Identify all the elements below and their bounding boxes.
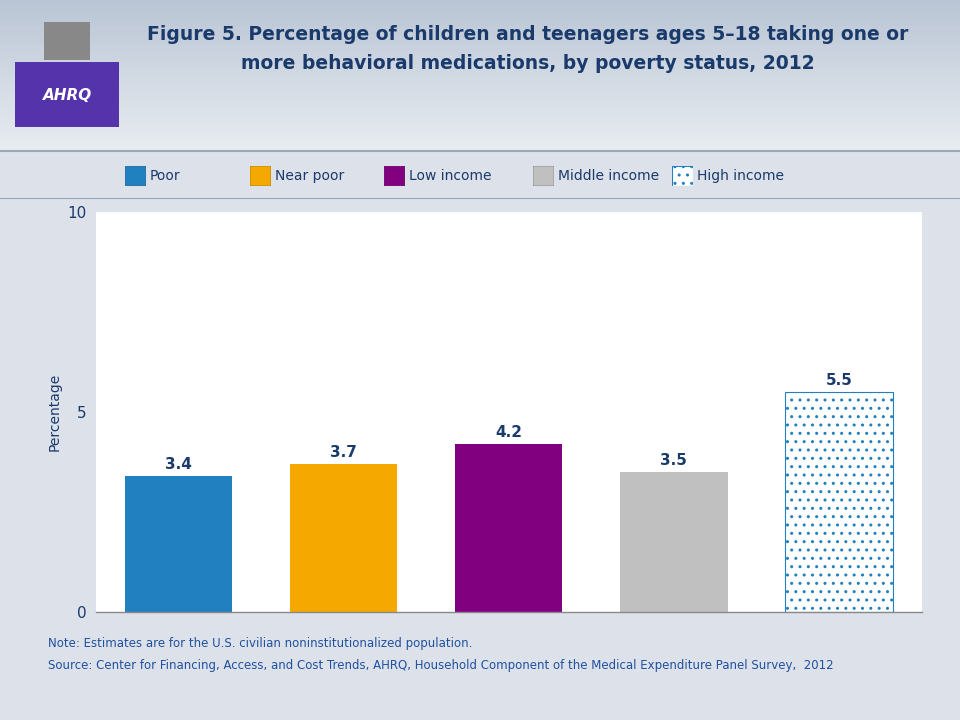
Bar bbox=[44, 22, 90, 60]
Bar bbox=[0, 121, 960, 125]
Text: 3.4: 3.4 bbox=[165, 457, 192, 472]
Text: Note: Estimates are for the U.S. civilian noninstitutionalized population.: Note: Estimates are for the U.S. civilia… bbox=[48, 637, 472, 650]
Bar bbox=[0, 45, 960, 49]
Text: Poor: Poor bbox=[150, 169, 180, 184]
Bar bbox=[0, 148, 960, 151]
Bar bbox=[15, 62, 119, 127]
Bar bbox=[785, 392, 893, 612]
Text: Low income: Low income bbox=[409, 169, 492, 184]
Bar bbox=[0, 125, 960, 128]
Bar bbox=[0, 83, 960, 87]
Y-axis label: Percentage: Percentage bbox=[47, 373, 61, 451]
Text: Near poor: Near poor bbox=[275, 169, 344, 184]
Bar bbox=[0, 72, 960, 76]
Bar bbox=[620, 472, 728, 612]
Bar bbox=[0, 0, 960, 4]
Bar bbox=[0, 7, 960, 12]
Bar bbox=[0, 34, 960, 37]
Bar bbox=[0, 98, 960, 102]
Bar bbox=[0, 15, 960, 19]
Bar bbox=[0, 37, 960, 42]
Bar bbox=[0, 87, 960, 91]
Text: 4.2: 4.2 bbox=[495, 426, 522, 440]
Bar bbox=[0, 4, 960, 7]
Bar bbox=[0, 27, 960, 30]
Bar bbox=[0, 128, 960, 132]
Bar bbox=[0, 136, 960, 140]
Bar bbox=[0, 113, 960, 117]
Bar bbox=[0, 117, 960, 121]
Text: Source: Center for Financing, Access, and Cost Trends, AHRQ, Household Component: Source: Center for Financing, Access, an… bbox=[48, 659, 833, 672]
Bar bbox=[0, 143, 960, 148]
Text: more behavioral medications, by poverty status, 2012: more behavioral medications, by poverty … bbox=[241, 54, 815, 73]
Bar bbox=[455, 444, 563, 612]
Bar bbox=[0, 109, 960, 113]
Bar bbox=[0, 64, 960, 68]
Bar bbox=[0, 76, 960, 79]
Text: 3.7: 3.7 bbox=[330, 445, 357, 460]
Bar bbox=[0, 57, 960, 60]
Bar bbox=[0, 102, 960, 106]
Bar bbox=[0, 91, 960, 94]
Bar bbox=[0, 23, 960, 27]
Bar bbox=[0, 49, 960, 53]
Bar bbox=[0, 53, 960, 57]
Bar bbox=[0, 106, 960, 109]
Bar bbox=[0, 68, 960, 72]
Bar bbox=[0, 60, 960, 64]
Text: 5.5: 5.5 bbox=[826, 373, 852, 388]
Bar bbox=[0, 94, 960, 98]
Text: AHRQ: AHRQ bbox=[42, 88, 92, 103]
Text: Middle income: Middle income bbox=[558, 169, 659, 184]
Text: High income: High income bbox=[697, 169, 784, 184]
Bar bbox=[0, 132, 960, 136]
Bar bbox=[0, 42, 960, 45]
Text: Figure 5. Percentage of children and teenagers ages 5–18 taking one or: Figure 5. Percentage of children and tee… bbox=[147, 25, 909, 44]
Bar bbox=[290, 464, 397, 612]
Bar bbox=[0, 19, 960, 23]
Bar bbox=[0, 12, 960, 15]
Bar bbox=[0, 79, 960, 83]
Bar bbox=[0, 30, 960, 34]
Bar bbox=[125, 476, 232, 612]
Text: 3.5: 3.5 bbox=[660, 453, 687, 468]
Bar bbox=[0, 140, 960, 143]
